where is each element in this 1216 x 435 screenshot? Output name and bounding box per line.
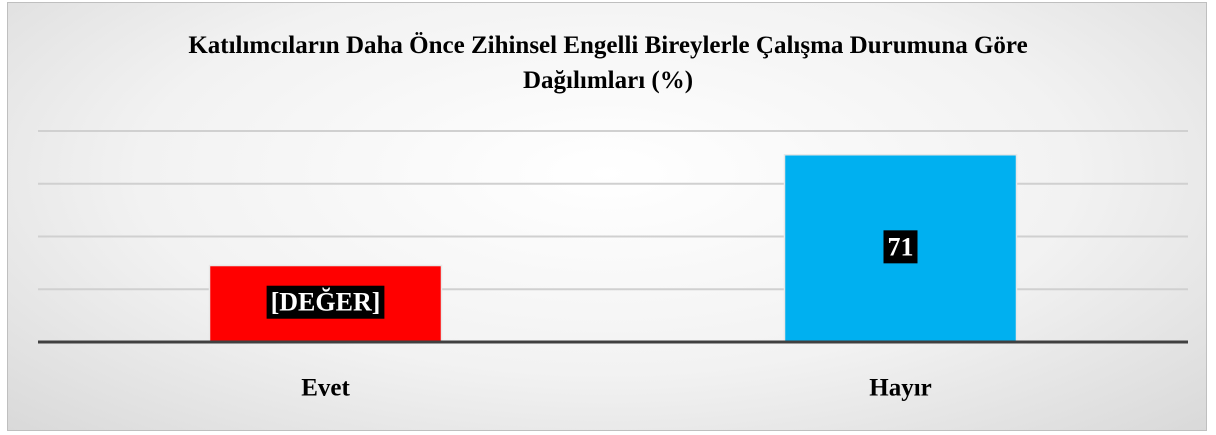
x-tick-label: Evet — [301, 375, 350, 402]
data-label-box — [266, 285, 385, 319]
chart-title: Katılımcıların Daha Önce Zihinsel Engell… — [188, 32, 1028, 94]
x-tick-label: Hayır — [869, 375, 932, 402]
data-label: 71 — [888, 232, 914, 261]
data-label-box — [883, 230, 918, 264]
data-label: [DEĞER] — [271, 288, 381, 317]
